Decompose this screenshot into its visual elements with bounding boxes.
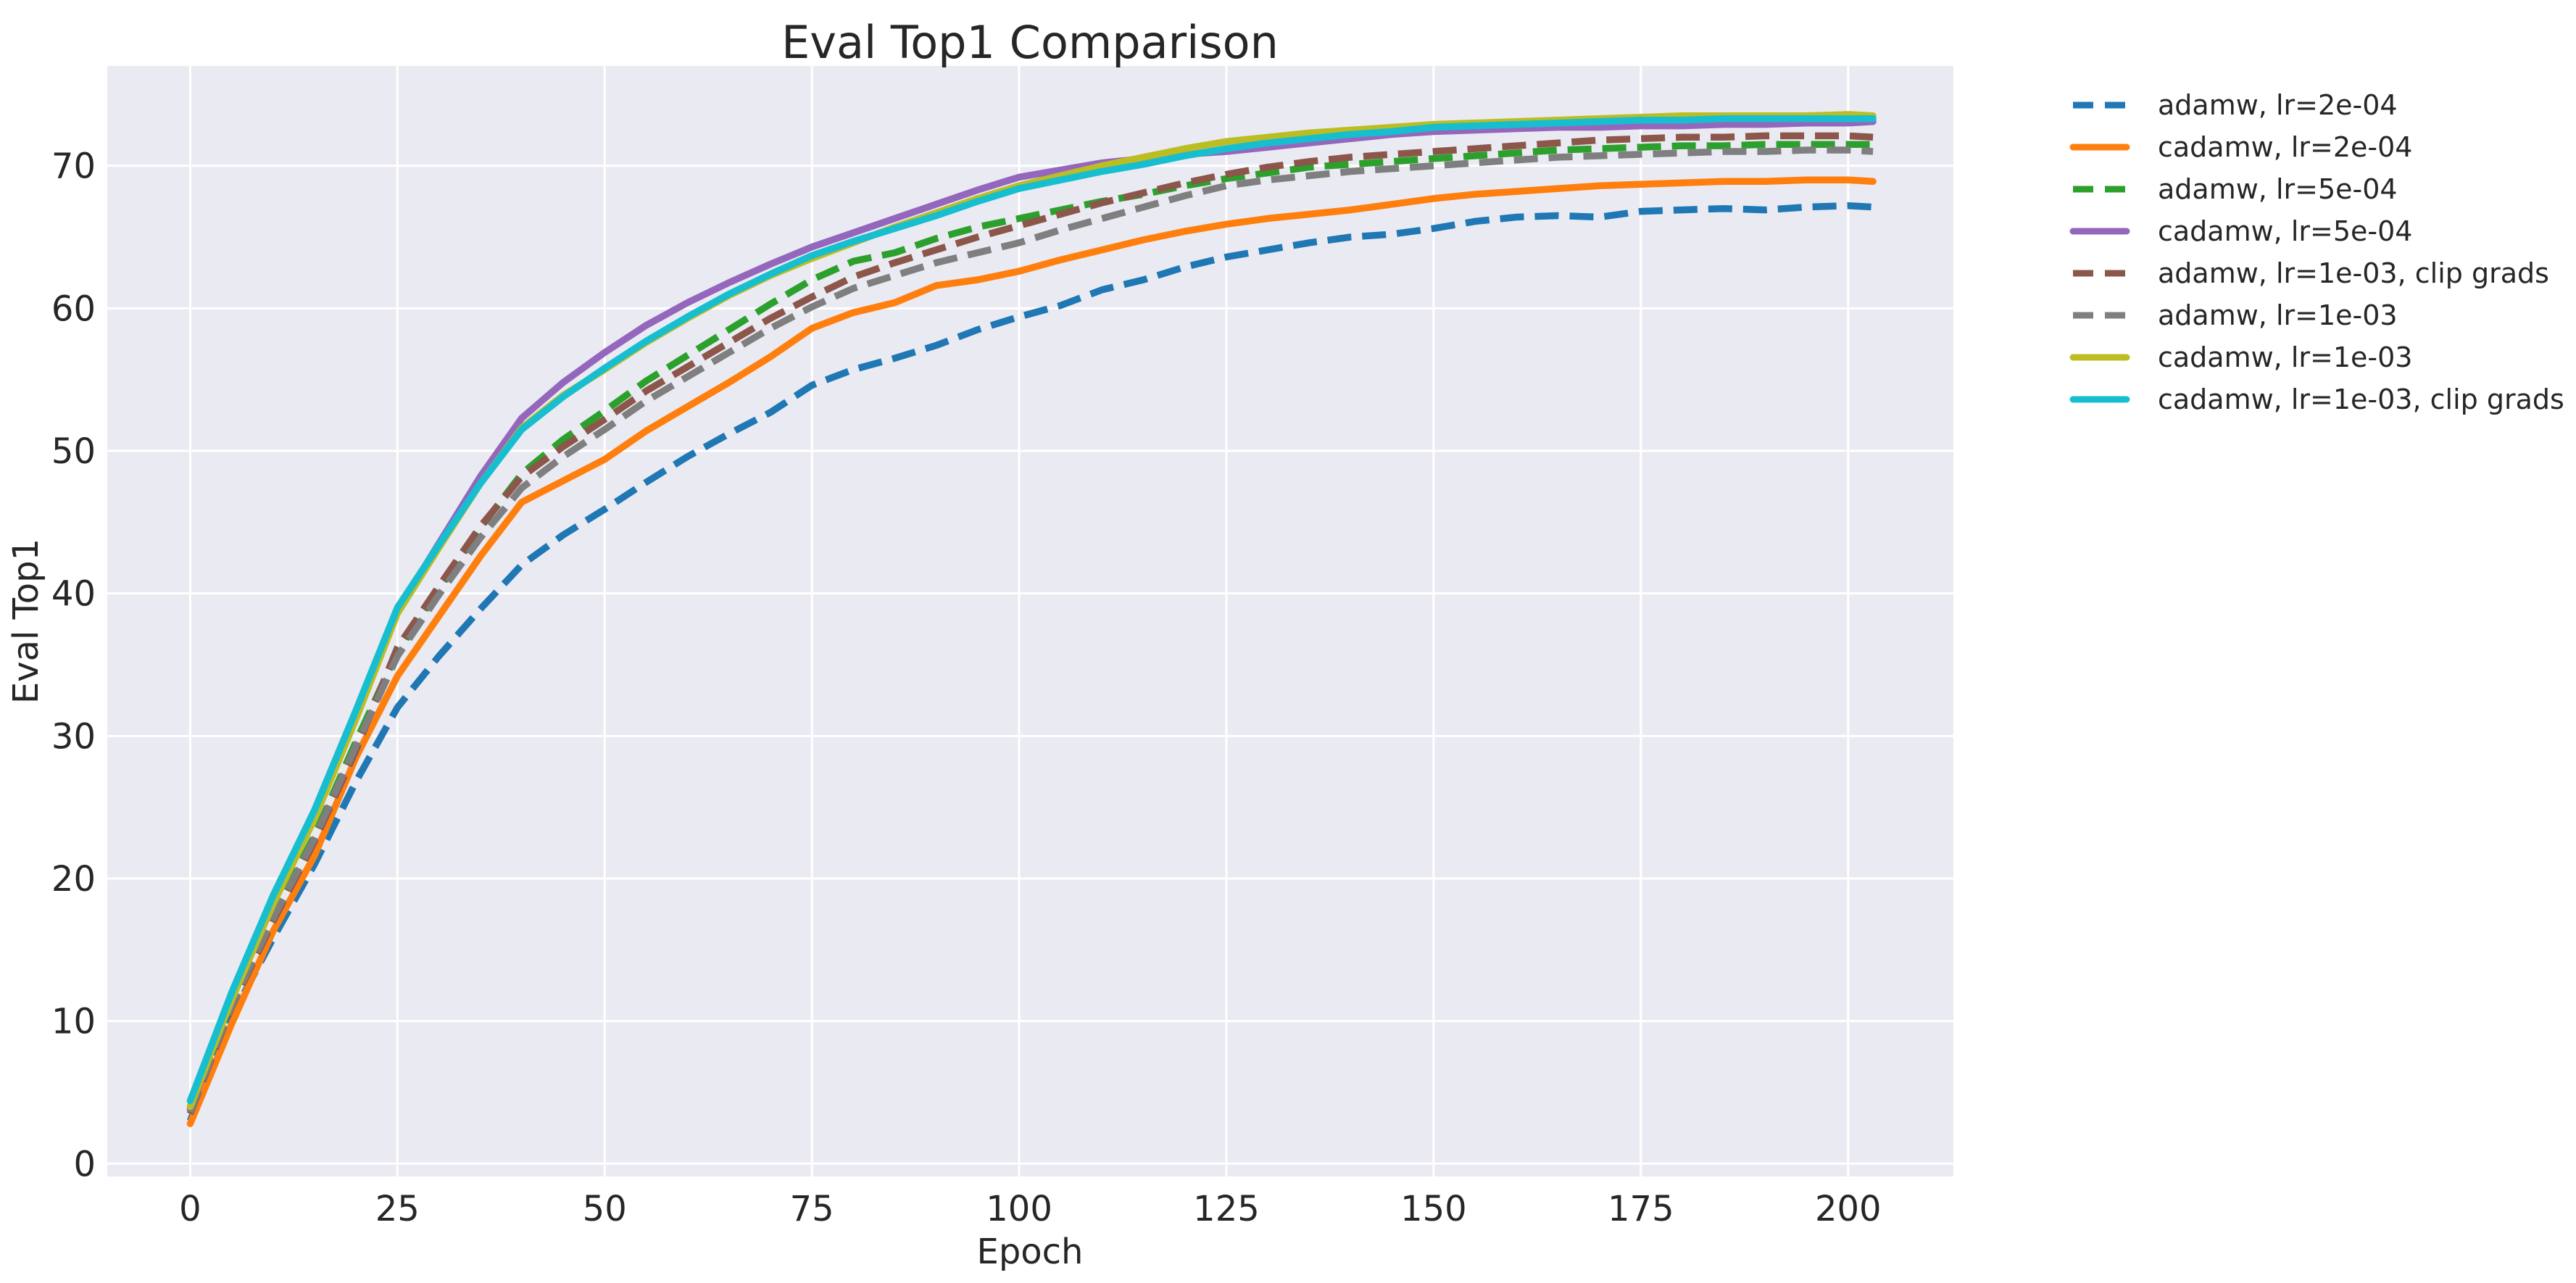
legend-entry-cadamw-lr-1e-03-clip-grads: cadamw, lr=1e-03, clip grads: [2069, 383, 2564, 415]
legend-entry-adamw-lr-5e-04: adamw, lr=5e-04: [2073, 173, 2398, 205]
x-tick-label: 200: [1815, 1189, 1882, 1229]
y-axis-label: Eval Top1: [6, 539, 46, 704]
legend-label: adamw, lr=1e-03, clip grads: [2158, 257, 2549, 289]
x-tick-label: 25: [375, 1189, 420, 1229]
y-tick-label: 60: [51, 288, 96, 329]
chart-title: Eval Top1 Comparison: [781, 16, 1279, 69]
x-tick-label: 50: [583, 1189, 627, 1229]
series-cadamw-lr-1e-03-clip-grads: [186, 115, 1877, 1105]
y-tick-label: 10: [51, 1002, 96, 1042]
legend-label: cadamw, lr=5e-04: [2158, 215, 2412, 247]
series-cadamw-lr-5e-04: [186, 117, 1877, 1113]
x-tick-label: 125: [1193, 1189, 1260, 1229]
x-tick-label: 75: [790, 1189, 834, 1229]
legend-label: cadamw, lr=1e-03, clip grads: [2158, 383, 2564, 415]
legend-entry-adamw-lr-1e-03-clip-grads: adamw, lr=1e-03, clip grads: [2073, 257, 2549, 289]
legend-entry-cadamw-lr-5e-04: cadamw, lr=5e-04: [2069, 215, 2412, 247]
legend-entry-cadamw-lr-1e-03: cadamw, lr=1e-03: [2069, 341, 2412, 373]
y-tick-label: 40: [51, 574, 96, 615]
x-tick-label: 175: [1608, 1189, 1674, 1229]
legend-label: adamw, lr=1e-03: [2158, 299, 2398, 331]
legend: adamw, lr=2e-04 cadamw, lr=2e-04 adamw, lr…: [2069, 89, 2564, 415]
legend-entry-adamw-lr-2e-04: adamw, lr=2e-04: [2073, 89, 2398, 121]
tick-layer: 0 25 50 75 100 125 150 175 200 0 10 20 30 40 50 60 70: [51, 146, 1882, 1229]
series-cadamw-lr-2e-04: [186, 176, 1877, 1127]
legend-entry-cadamw-lr-2e-04: cadamw, lr=2e-04: [2069, 131, 2412, 163]
series-adamw-lr-2e-04: [186, 202, 1874, 1123]
series-adamw-lr-1e-03-clip-grads: [186, 132, 1874, 1116]
x-tick-label: 100: [986, 1189, 1052, 1229]
legend-label: cadamw, lr=2e-04: [2158, 131, 2412, 163]
series-layer: [186, 111, 1877, 1127]
legend-entry-adamw-lr-1e-03: adamw, lr=1e-03: [2073, 299, 2398, 331]
plot-area: [107, 66, 1953, 1176]
legend-label: adamw, lr=2e-04: [2158, 89, 2398, 121]
grid-layer: [107, 66, 1953, 1176]
y-tick-label: 70: [51, 146, 96, 187]
series-adamw-lr-1e-03: [186, 146, 1874, 1114]
x-tick-label: 0: [179, 1189, 201, 1229]
y-tick-label: 0: [73, 1144, 96, 1184]
y-tick-label: 20: [51, 859, 96, 900]
y-tick-label: 50: [51, 431, 96, 472]
legend-label: adamw, lr=5e-04: [2158, 173, 2398, 205]
legend-label: cadamw, lr=1e-03: [2158, 341, 2412, 373]
x-tick-label: 150: [1400, 1189, 1467, 1229]
y-tick-label: 30: [51, 716, 96, 757]
x-axis-label: Epoch: [977, 1232, 1084, 1272]
